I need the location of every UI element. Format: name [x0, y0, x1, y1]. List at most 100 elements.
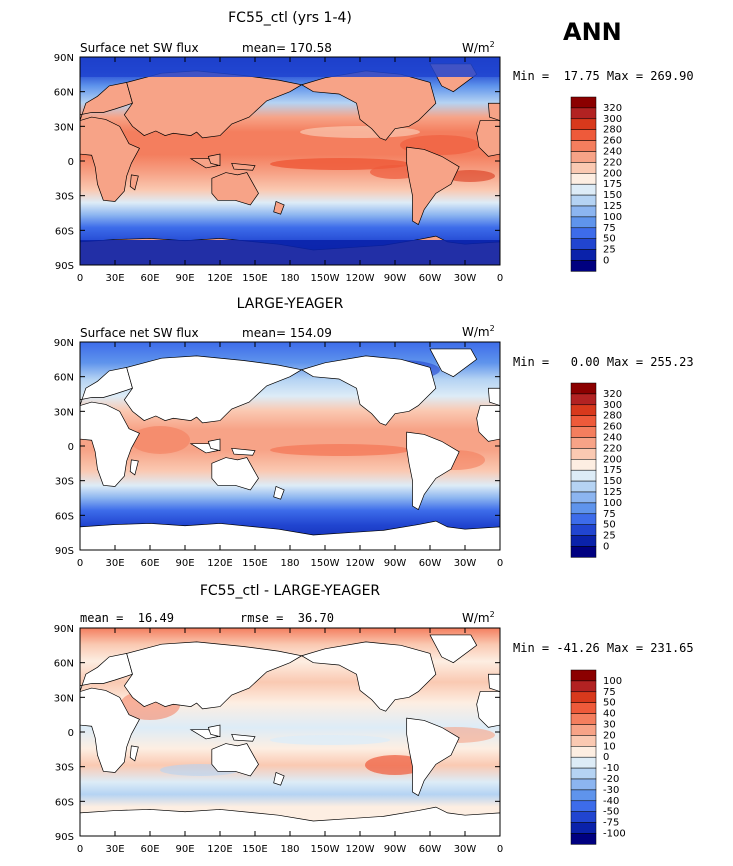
lon-tick-label: 0 — [497, 558, 503, 569]
units-label: W/m2 — [462, 40, 495, 55]
colorbar-label: 260 — [603, 422, 622, 433]
colorbar-label: 50 — [603, 698, 616, 709]
lat-tick-label: 60N — [54, 88, 74, 99]
colorbar-label: 150 — [603, 476, 622, 487]
lon-tick-label: 90W — [384, 844, 407, 855]
lon-tick-label: 30E — [105, 273, 124, 284]
colorbar-label: 10 — [603, 741, 616, 752]
field-map — [80, 628, 500, 836]
lat-tick-label: 90N — [54, 53, 74, 64]
colorbar-label: 20 — [603, 730, 616, 741]
colorbar-label: 50 — [603, 520, 616, 531]
colorbar-label: -10 — [603, 763, 619, 774]
colorbar-label: -100 — [603, 829, 626, 840]
colorbar-label: -75 — [603, 818, 619, 829]
colorbar-swatch — [570, 746, 597, 758]
colorbar-swatch — [570, 691, 597, 703]
minmax-label: Min = 0.00 Max = 255.23 — [513, 355, 694, 369]
lon-tick-label: 150W — [311, 558, 340, 569]
panel-left-text: Surface net SW flux — [80, 326, 199, 340]
lat-tick-label: 0 — [68, 157, 74, 168]
colorbar-swatch — [570, 238, 597, 250]
lat-tick-label: 60N — [54, 659, 74, 670]
lon-tick-label: 60E — [140, 844, 159, 855]
colorbar-swatch — [570, 205, 597, 218]
lon-tick-label: 30W — [454, 273, 477, 284]
lon-tick-label: 0 — [497, 844, 503, 855]
lat-tick-label: 90N — [54, 338, 74, 349]
lat-tick-label: 90N — [54, 624, 74, 635]
lat-tick-label: 60S — [55, 797, 74, 808]
lat-tick-label: 0 — [68, 728, 74, 739]
colorbar-swatch — [570, 118, 597, 130]
colorbar-swatch — [570, 459, 597, 471]
colorbar-swatch — [570, 448, 597, 460]
colorbar-swatch — [570, 480, 597, 493]
colorbar-swatch — [570, 724, 597, 736]
lon-tick-label: 150E — [242, 844, 267, 855]
colorbar-swatch — [570, 789, 597, 802]
colorbar-label: 200 — [603, 454, 622, 465]
lon-tick-label: 90E — [175, 273, 194, 284]
panel-left-text: mean = 16.49 — [80, 611, 174, 625]
field-map — [80, 57, 500, 265]
colorbar-label: -20 — [603, 774, 619, 785]
colorbar-swatch — [570, 669, 597, 682]
colorbar-swatch — [570, 129, 597, 141]
colorbar-label: 320 — [603, 389, 622, 400]
colorbar-label: 150 — [603, 190, 622, 201]
field-map — [80, 342, 500, 550]
colorbar-label: 25 — [603, 531, 616, 542]
colorbar-label: 220 — [603, 157, 622, 168]
colorbar-swatch — [570, 811, 597, 823]
colorbar-swatch — [570, 173, 597, 185]
lon-tick-label: 60W — [419, 844, 442, 855]
colorbar-swatch — [570, 194, 597, 207]
colorbar-label: 40 — [603, 709, 616, 720]
lon-tick-label: 150W — [311, 844, 340, 855]
colorbar-label: 280 — [603, 411, 622, 422]
lon-tick-label: 30W — [454, 844, 477, 855]
panel-right-text: mean= 170.58 — [242, 41, 332, 55]
colorbar-label: 30 — [603, 720, 616, 731]
colorbar-label: 75 — [603, 509, 616, 520]
colorbar-label: 125 — [603, 487, 622, 498]
panel-right-text: rmse = 36.70 — [240, 611, 334, 625]
colorbar-swatch — [570, 260, 597, 272]
lon-tick-label: 180 — [280, 844, 299, 855]
lon-tick-label: 0 — [77, 558, 83, 569]
colorbar-label: 260 — [603, 136, 622, 147]
lon-tick-label: 90W — [384, 558, 407, 569]
colorbar-swatch — [570, 183, 597, 196]
colorbar-swatch — [570, 535, 597, 547]
panel-title: FC55_ctl (yrs 1-4) — [228, 10, 352, 26]
lon-tick-label: 120W — [346, 273, 375, 284]
colorbar-swatch — [570, 162, 597, 174]
lon-tick-label: 0 — [77, 273, 83, 284]
lon-tick-label: 90E — [175, 558, 194, 569]
lon-tick-label: 150E — [242, 273, 267, 284]
colorbar-swatch — [570, 822, 597, 834]
lon-tick-label: 60E — [140, 273, 159, 284]
lat-tick-label: 30S — [55, 192, 74, 203]
lon-tick-label: 30W — [454, 558, 477, 569]
colorbar-swatch — [570, 469, 597, 482]
colorbar-swatch — [570, 713, 597, 725]
panel-title: LARGE-YEAGER — [237, 296, 344, 312]
lon-tick-label: 120E — [207, 273, 232, 284]
colorbar-swatch — [570, 382, 597, 395]
units-label: W/m2 — [462, 324, 495, 339]
lon-tick-label: 90E — [175, 844, 194, 855]
colorbar-label: 175 — [603, 179, 622, 190]
colorbar-swatch — [570, 216, 597, 229]
colorbar-label: -50 — [603, 807, 619, 818]
colorbar-label: 220 — [603, 443, 622, 454]
lat-tick-label: 30N — [54, 693, 74, 704]
colorbar-swatch — [570, 249, 597, 261]
lon-tick-label: 180 — [280, 558, 299, 569]
